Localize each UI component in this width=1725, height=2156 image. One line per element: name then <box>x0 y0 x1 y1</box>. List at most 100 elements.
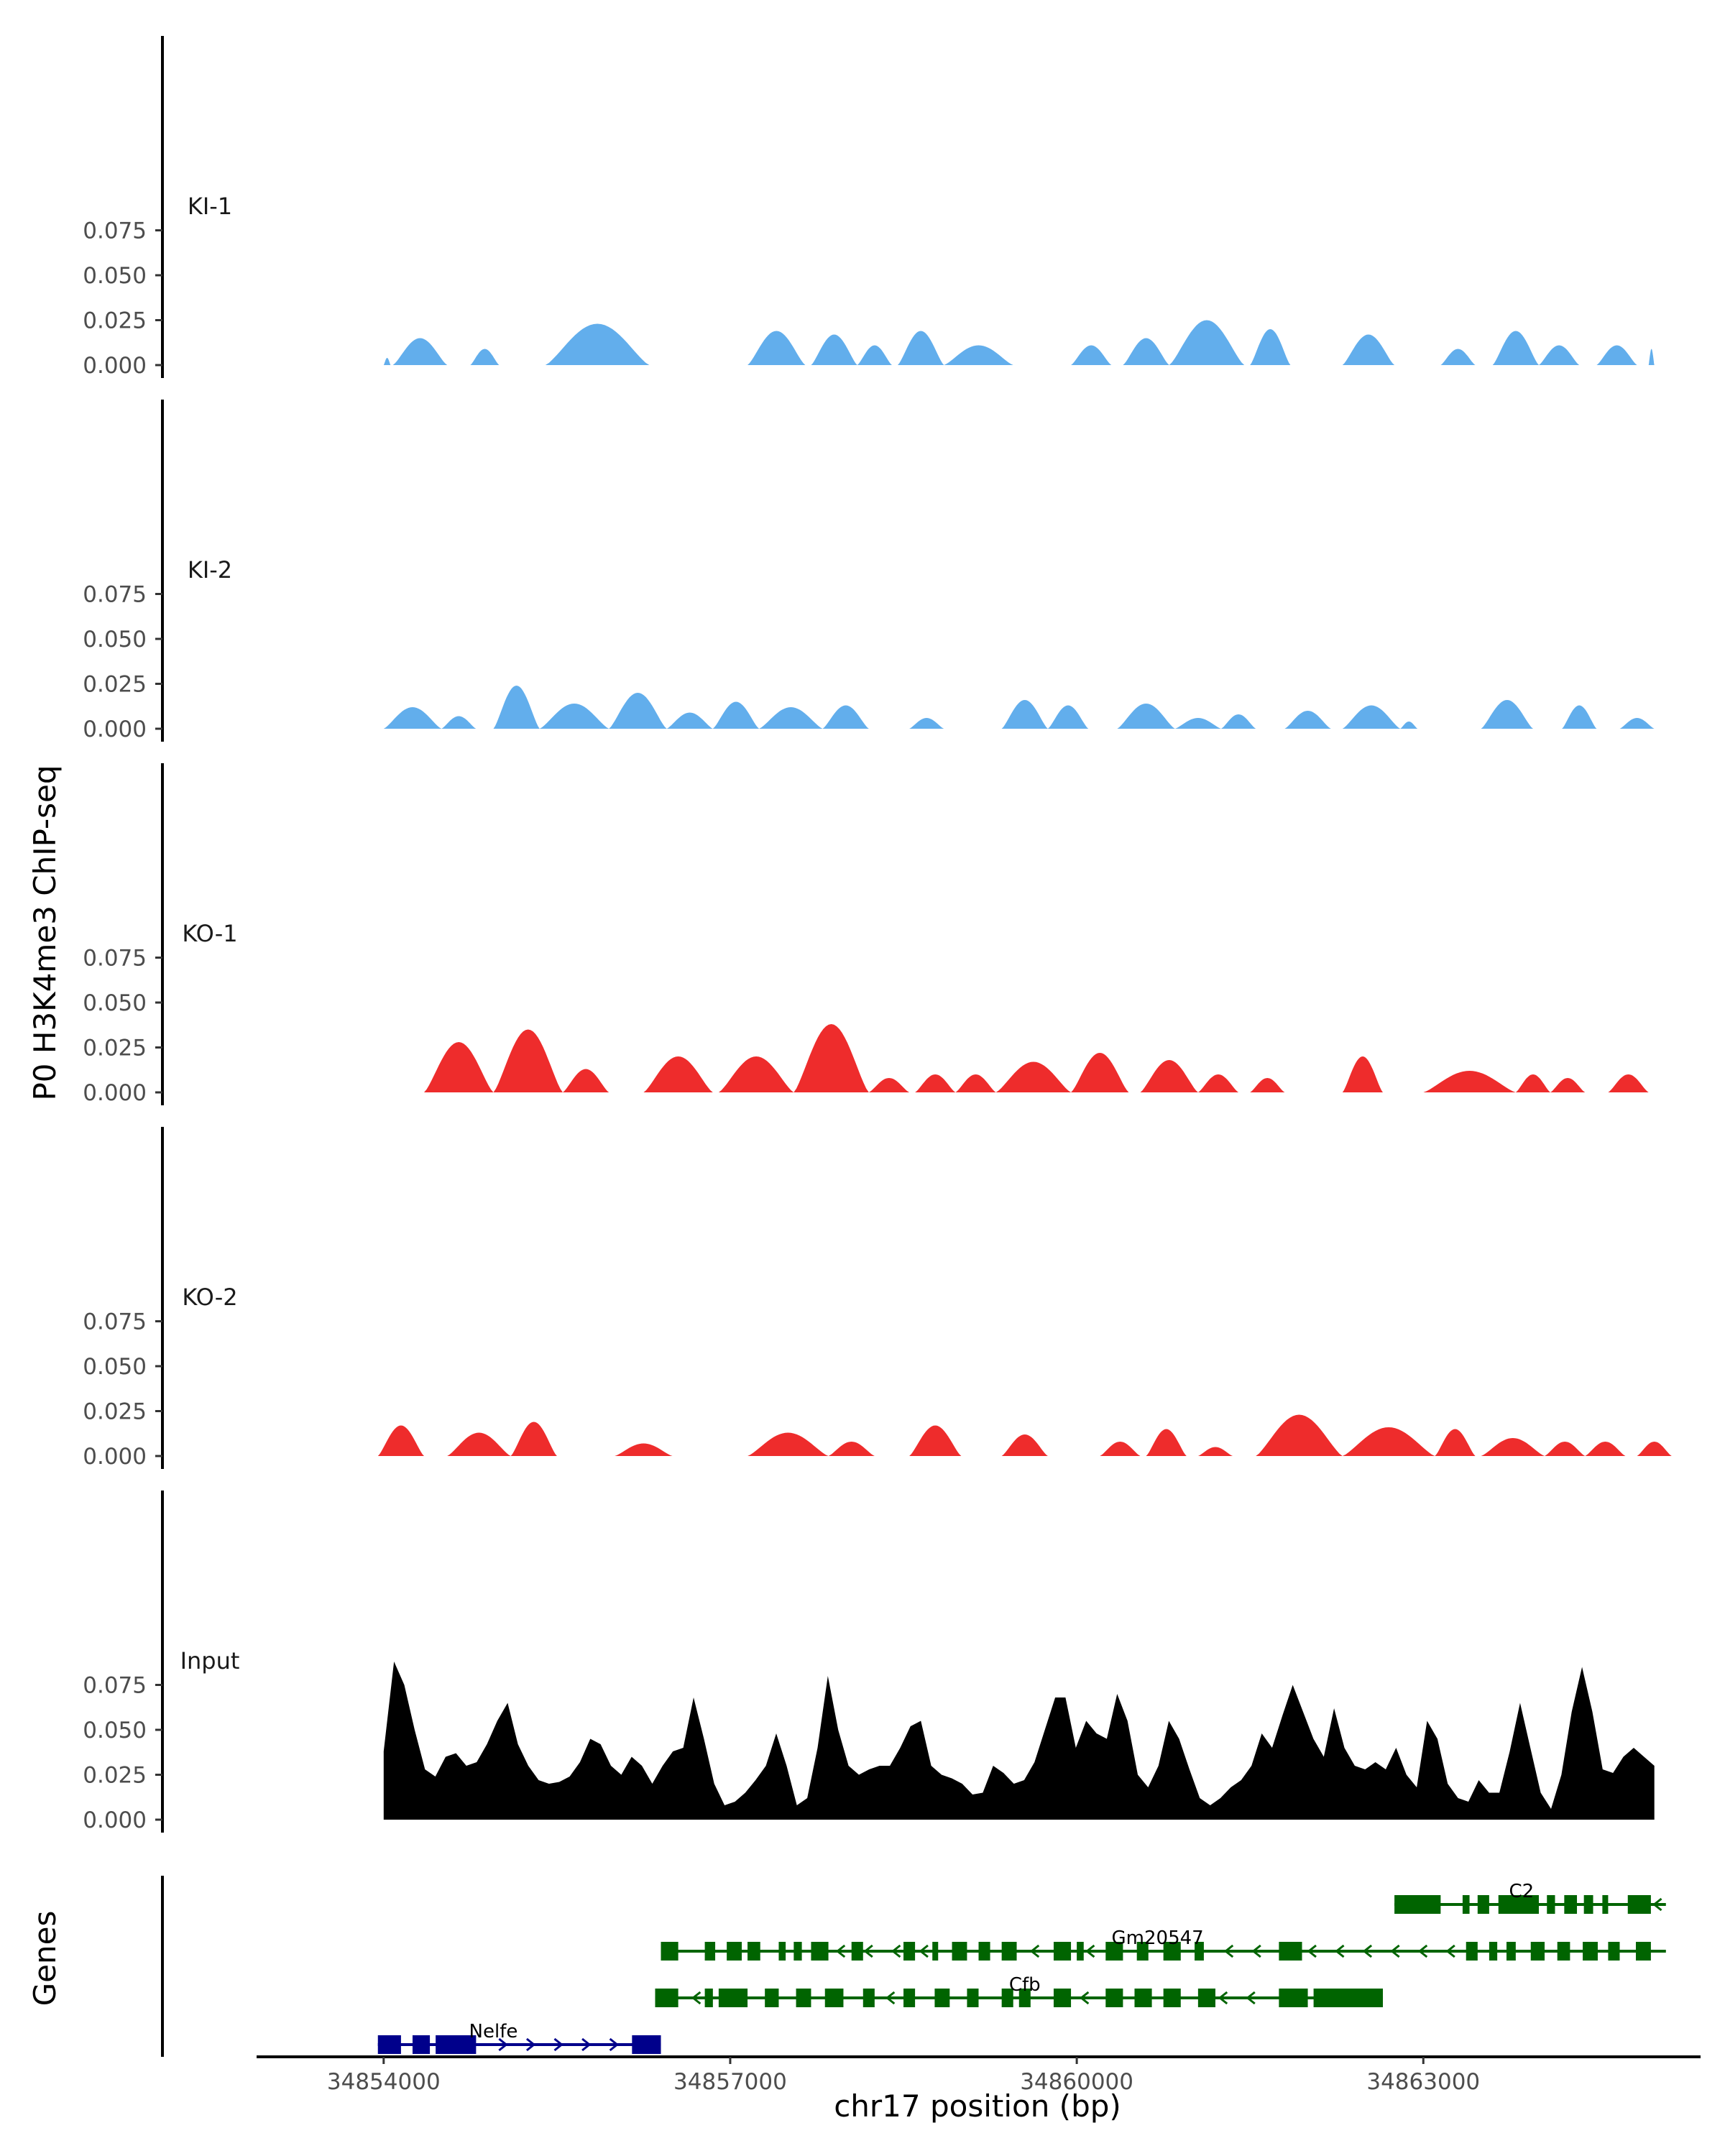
peak <box>909 1425 962 1456</box>
peak <box>828 1442 875 1456</box>
exon <box>1394 1895 1441 1914</box>
y-tick-label: 0.050 <box>83 990 147 1016</box>
peak <box>1423 1071 1516 1092</box>
peak <box>1169 320 1245 365</box>
exon <box>952 1942 967 1961</box>
peak <box>1619 718 1655 729</box>
y-tick-label: 0.000 <box>83 1807 147 1833</box>
peak <box>1492 331 1539 365</box>
peak <box>1197 1447 1233 1456</box>
track-ki-2 <box>383 686 1655 729</box>
peak <box>441 716 477 729</box>
peak <box>1047 705 1089 729</box>
strand-arrow <box>581 2037 592 2052</box>
exon <box>436 2035 477 2054</box>
peak <box>510 1422 557 1456</box>
strand-arrow <box>1445 1944 1455 1958</box>
strand-arrow <box>1251 1944 1261 1958</box>
peak <box>392 338 448 365</box>
exon <box>1498 1895 1539 1914</box>
peak <box>1250 1078 1285 1092</box>
track-input <box>383 1662 1655 1820</box>
peak <box>822 705 869 729</box>
exon <box>704 1942 716 1961</box>
exon <box>1279 1989 1308 2007</box>
peak <box>759 707 823 729</box>
peak <box>1342 1427 1435 1456</box>
y-tick-label: 0.025 <box>83 1036 147 1061</box>
exon <box>632 2035 661 2054</box>
peak <box>493 686 540 729</box>
peak <box>1342 334 1395 365</box>
y-tick-label: 0.000 <box>83 1444 147 1470</box>
exon <box>1627 1895 1651 1914</box>
peak <box>1197 1074 1239 1092</box>
strand-arrow <box>1246 1991 1256 2005</box>
coverage-area <box>383 1662 1655 1820</box>
y-tick-label: 0.075 <box>83 1309 147 1335</box>
peak <box>955 1074 996 1092</box>
peak <box>995 1061 1072 1092</box>
peak <box>1071 345 1112 365</box>
exon <box>796 1989 811 2007</box>
genes-axis-title: Genes <box>27 1911 63 2007</box>
peak <box>1221 714 1256 729</box>
y-tick-label: 0.000 <box>83 353 147 379</box>
exon <box>967 1989 979 2007</box>
peak <box>539 704 610 729</box>
track-ki-1 <box>383 320 1655 365</box>
strand-arrow <box>1218 1991 1228 2005</box>
peak <box>1440 349 1476 365</box>
exon <box>1557 1942 1570 1961</box>
peak <box>794 1024 869 1092</box>
peak <box>1481 700 1533 729</box>
strand-arrow <box>1029 1944 1040 1958</box>
exon <box>1602 1895 1609 1914</box>
exon <box>932 1942 939 1961</box>
y-tick-label: 0.000 <box>83 1080 147 1106</box>
peak <box>748 331 806 365</box>
peak <box>1342 1056 1383 1092</box>
peak <box>712 701 760 729</box>
exon <box>794 1942 802 1961</box>
strand-arrow <box>498 2037 508 2052</box>
exon <box>1001 1942 1017 1961</box>
exon <box>1077 1942 1084 1961</box>
peak <box>1001 1434 1048 1456</box>
exon <box>1583 1895 1593 1914</box>
peak <box>470 349 500 365</box>
peak <box>615 1443 673 1456</box>
y-tick-label: 0.050 <box>83 1354 147 1380</box>
y-tick-label: 0.050 <box>83 627 147 653</box>
peak <box>1550 1078 1586 1092</box>
exon <box>661 1942 678 1961</box>
strand-arrow <box>1652 1897 1662 1912</box>
peak <box>562 1069 610 1092</box>
x-tick-label: 34857000 <box>673 2069 787 2095</box>
y-tick-label: 0.075 <box>83 1673 147 1699</box>
peak <box>1256 1414 1343 1456</box>
peak <box>898 331 944 365</box>
exon <box>1313 1989 1384 2007</box>
strand-arrow <box>553 2037 564 2052</box>
gene-c2: C2 <box>1394 1881 1666 1914</box>
exon <box>1105 1942 1123 1961</box>
exon <box>1001 1989 1013 2007</box>
exon <box>1197 1989 1215 2007</box>
exon <box>1530 1942 1545 1961</box>
peak <box>915 1074 956 1092</box>
peak <box>857 345 892 365</box>
strand-arrow <box>1417 1944 1428 1958</box>
peak <box>1481 1438 1545 1456</box>
strand-arrow <box>885 1991 896 2005</box>
exon <box>903 1989 916 2007</box>
exon <box>811 1942 829 1961</box>
peak <box>811 334 857 365</box>
peak <box>868 1078 910 1092</box>
peak <box>383 707 442 729</box>
peak <box>377 1425 424 1456</box>
strand-arrow <box>1362 1944 1373 1958</box>
peak <box>1284 711 1331 729</box>
strand-arrow <box>863 1944 873 1958</box>
